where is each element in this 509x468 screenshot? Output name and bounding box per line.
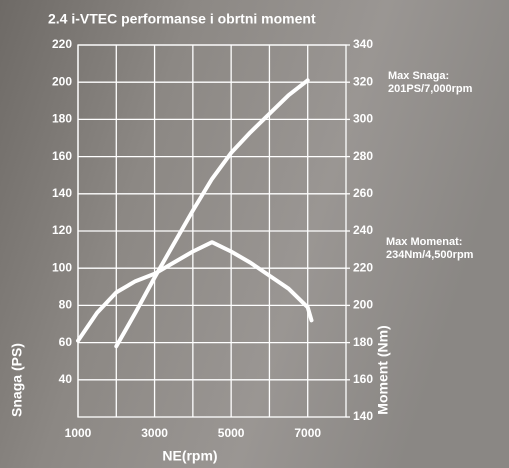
y-tick-label: 120 [52,223,72,237]
y2-tick-label: 160 [353,372,373,386]
annotation: 234Nm/4,500rpm [386,249,474,261]
y2-tick-label: 220 [353,260,373,274]
x-axis-label: NE(rpm) [162,448,217,464]
series-line [114,78,310,349]
series-line [76,240,314,343]
y2-tick-label: 140 [353,409,373,423]
y-tick-label: 180 [52,112,72,126]
y2-tick-label: 180 [353,335,373,349]
y2-tick-label: 300 [353,112,373,126]
y-axis-label: Snaga (PS) [9,343,25,417]
x-tick-label: 1000 [65,426,92,440]
y2-tick-label: 280 [353,149,373,163]
y2-tick-label: 320 [353,74,373,88]
y-tick-label: 140 [52,186,72,200]
y2-tick-label: 200 [353,298,373,312]
y2-tick-label: 240 [353,223,373,237]
x-tick-label: 3000 [141,426,168,440]
x-tick-label: 7000 [294,426,321,440]
y-tick-label: 200 [52,74,72,88]
y-tick-label: 80 [59,298,73,312]
y-tick-label: 60 [59,335,73,349]
y2-tick-label: 340 [353,37,373,51]
chart-title: 2.4 i-VTEC performanse i obrtni moment [48,11,316,27]
annotation: 201PS/7,000rpm [388,83,473,95]
annotation: Max Snaga: [388,70,449,82]
y-tick-label: 160 [52,149,72,163]
annotation: Max Momenat: [386,236,462,248]
y-tick-label: 100 [52,260,72,274]
y-tick-label: 220 [52,37,72,51]
y-tick-label: 40 [59,372,73,386]
y2-tick-label: 260 [353,186,373,200]
x-tick-label: 5000 [218,426,245,440]
y2-axis-label: Moment (Nm) [375,325,391,414]
